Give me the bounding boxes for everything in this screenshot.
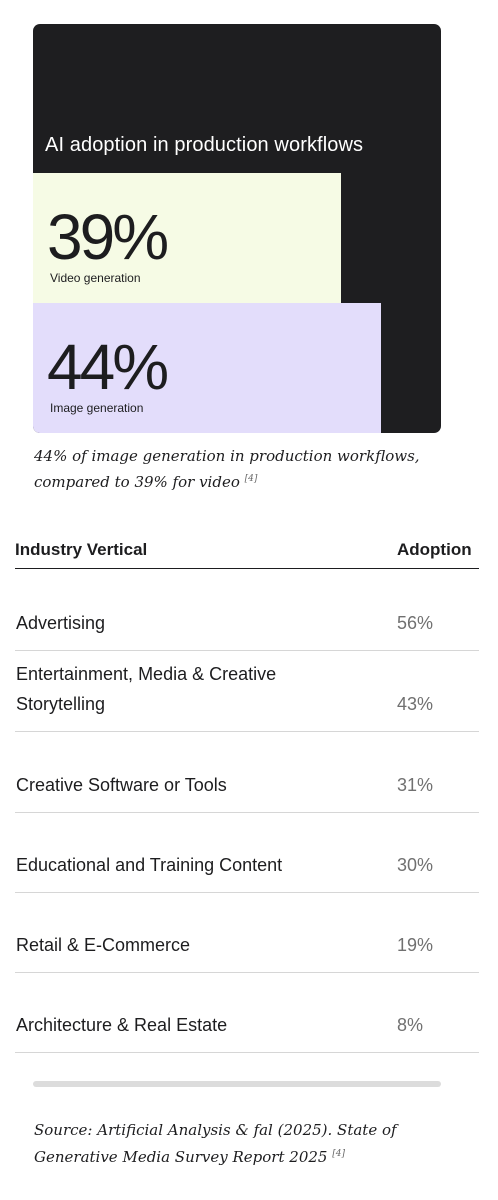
row-adoption-value: 31% xyxy=(397,775,434,795)
row-vertical-name: Retail & E-Commerce xyxy=(16,935,191,955)
bar-category-label: Video generation xyxy=(50,271,141,285)
section-divider xyxy=(33,1081,441,1087)
caption-text: 44% of image generation in production wo… xyxy=(34,447,420,491)
table-row: Entertainment, Media & Creative Storytel… xyxy=(15,650,479,732)
row-adoption-value: 56% xyxy=(397,613,434,633)
row-adoption-value: 19% xyxy=(397,935,434,955)
row-vertical-name: Architecture & Real Estate xyxy=(16,1015,228,1035)
row-adoption-value: 43% xyxy=(397,694,434,714)
bar-image-generation: 44% Image generation xyxy=(33,303,381,433)
column-header-vertical: Industry Vertical xyxy=(15,540,148,559)
column-header-adoption: Adoption xyxy=(397,540,472,559)
table-row: Educational and Training Content 30% xyxy=(15,812,479,893)
source-text: Source: Artificial Analysis & fal (2025)… xyxy=(34,1121,397,1166)
row-vertical-name: Educational and Training Content xyxy=(16,855,283,875)
row-adoption-value: 30% xyxy=(397,855,434,875)
source-citation: Source: Artificial Analysis & fal (2025)… xyxy=(34,1117,474,1171)
table-row: Advertising 56% xyxy=(15,569,479,651)
chart-card: AI adoption in production workflows 39% V… xyxy=(33,24,441,433)
row-adoption-value: 8% xyxy=(397,1015,424,1035)
row-vertical-name: Creative Software or Tools xyxy=(16,775,227,795)
chart-title: AI adoption in production workflows xyxy=(45,134,364,156)
bar-value-label: 44% xyxy=(47,331,169,403)
source-reference[interactable]: [4] xyxy=(332,1149,345,1159)
bar-category-label: Image generation xyxy=(50,401,144,415)
table-row: Creative Software or Tools 31% xyxy=(15,731,479,813)
table-row: Architecture & Real Estate 8% xyxy=(15,972,479,1053)
row-vertical-name: Advertising xyxy=(16,613,106,633)
chart-caption: 44% of image generation in production wo… xyxy=(34,443,474,495)
table-header: Industry Vertical Adoption xyxy=(15,532,479,569)
bar-value-label: 39% xyxy=(47,201,169,273)
row-vertical-name: Entertainment, Media & Creative Storytel… xyxy=(16,664,277,714)
caption-reference[interactable]: [4] xyxy=(244,474,258,484)
table-row: Retail & E-Commerce 19% xyxy=(15,892,479,973)
bar-video-generation: 39% Video generation xyxy=(33,173,341,303)
